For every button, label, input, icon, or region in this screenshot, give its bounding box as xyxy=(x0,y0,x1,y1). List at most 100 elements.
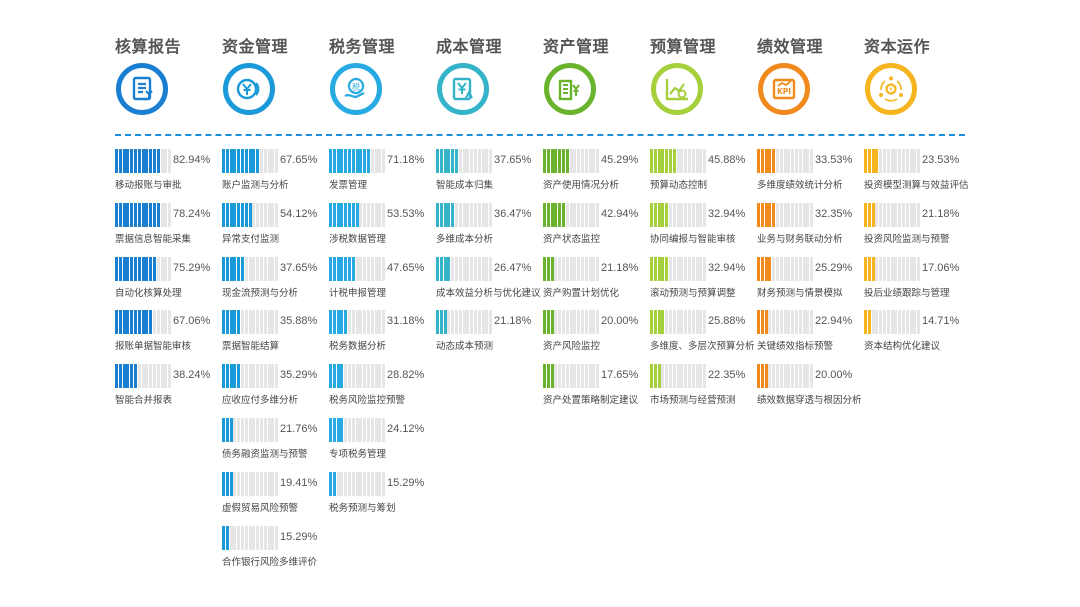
bar-segment-filled xyxy=(252,149,256,173)
bar-segment-filled xyxy=(875,149,879,173)
segmented-bar xyxy=(222,364,279,389)
bar-segment-empty xyxy=(344,418,348,442)
bar-segment-empty xyxy=(596,202,600,227)
bar-segment-empty xyxy=(370,364,374,389)
bar-segment-empty xyxy=(275,525,279,550)
bar-segment-filled xyxy=(225,471,229,496)
bar-item: 21.76% 债务融资监测与预警 xyxy=(222,418,352,462)
bar-segment-empty xyxy=(462,256,466,281)
bar-segment-empty xyxy=(271,310,275,335)
bar-segment-empty xyxy=(485,256,489,281)
bar-segment-empty xyxy=(569,202,573,227)
bar-item: 15.29% 税务预测与筹划 xyxy=(329,471,459,516)
bar-segment-filled xyxy=(669,149,672,173)
category-title: 成本管理 xyxy=(436,39,503,56)
bar-segment-empty xyxy=(672,310,676,335)
bar-segment-empty xyxy=(798,256,802,281)
bar-segment-filled xyxy=(760,364,764,389)
bar-segment-filled xyxy=(229,364,233,389)
bar-segment-empty xyxy=(787,310,791,335)
value-label: 17.65% xyxy=(601,369,639,382)
bar-segment-filled xyxy=(543,149,546,173)
value-label: 37.65% xyxy=(494,154,532,166)
value-label: 21.18% xyxy=(494,315,532,328)
bar-segment-empty xyxy=(263,471,267,496)
bar-segment-empty xyxy=(783,364,787,389)
bar-item: 82.94% 移动报账与审批 xyxy=(115,149,245,193)
bar-segment-filled xyxy=(661,310,665,335)
bar-segment-filled xyxy=(653,310,657,335)
bar-segment-empty xyxy=(588,202,592,227)
bar-segment-empty xyxy=(252,418,256,442)
bar-segment-empty xyxy=(802,256,806,281)
bar-segment-empty xyxy=(168,364,172,389)
bar-segment-empty xyxy=(665,310,669,335)
bar-segment-filled xyxy=(126,364,130,389)
bar-segment-empty xyxy=(871,310,875,335)
bar-segment-empty xyxy=(455,256,458,281)
bar-segment-filled xyxy=(329,471,332,496)
bar-segment-empty xyxy=(905,256,909,281)
category-title: 绩效管理 xyxy=(757,39,824,56)
segmented-bar xyxy=(543,310,600,335)
bar-segment-empty xyxy=(164,149,168,173)
bar-segment-filled xyxy=(565,149,569,173)
bar-segment-filled xyxy=(672,149,676,173)
bar-segment-filled xyxy=(764,202,768,227)
bar-segment-empty xyxy=(703,364,707,389)
value-label: 53.53% xyxy=(387,207,425,220)
bar-segment-filled xyxy=(229,202,233,227)
category-title: 资本运作 xyxy=(864,39,931,56)
category-icon-ring: 税 xyxy=(330,63,382,115)
bar-segment-filled xyxy=(864,310,867,335)
bar-segment-empty xyxy=(370,149,374,173)
segmented-bar xyxy=(543,202,600,227)
item-label: 账户监测与分析 xyxy=(222,180,289,191)
bar-segment-empty xyxy=(260,256,263,281)
bar-segment-filled xyxy=(130,310,134,335)
bar-segment-empty xyxy=(665,364,669,389)
item-label: 投后业绩跟踪与管理 xyxy=(864,287,950,299)
segmented-bar xyxy=(436,256,493,281)
bar-segment-empty xyxy=(772,256,776,281)
bar-segment-empty xyxy=(577,149,581,173)
item-label: 动态成本预测 xyxy=(436,341,494,353)
category-title: 资金管理 xyxy=(222,39,289,56)
bar-segment-empty xyxy=(879,149,883,173)
bar-segment-empty xyxy=(787,202,791,227)
bar-segment-empty xyxy=(241,364,244,389)
bar-segment-empty xyxy=(783,256,787,281)
bar-segment-empty xyxy=(447,310,451,335)
bar-segment-empty xyxy=(883,256,886,281)
bar-segment-empty xyxy=(558,256,562,281)
bar-segment-filled xyxy=(650,256,653,281)
bar-segment-empty xyxy=(374,418,378,442)
item-label: 专项税务管理 xyxy=(329,449,387,460)
bar-segment-empty xyxy=(153,364,156,389)
category-icon-ring xyxy=(651,63,703,115)
segmented-bar xyxy=(436,149,493,173)
value-label: 21.18% xyxy=(601,261,639,274)
item-label: 票据智能结算 xyxy=(222,341,280,353)
bar-segment-empty xyxy=(810,364,814,389)
bar-segment-empty xyxy=(802,364,806,389)
bar-segment-empty xyxy=(569,256,573,281)
bar-segment-empty xyxy=(462,310,466,335)
bar-segment-empty xyxy=(699,256,703,281)
bar-segment-filled xyxy=(229,310,233,335)
bar-segment-filled xyxy=(336,310,340,335)
bar-segment-empty xyxy=(370,418,374,442)
bar-segment-empty xyxy=(565,310,569,335)
bar-segment-filled xyxy=(757,256,760,281)
bar-segment-empty xyxy=(359,364,363,389)
bar-segment-empty xyxy=(581,364,584,389)
bar-segment-filled xyxy=(764,149,768,173)
bar-segment-filled xyxy=(329,149,332,173)
bar-segment-empty xyxy=(485,202,489,227)
value-label: 22.35% xyxy=(708,369,746,382)
value-label: 32.35% xyxy=(815,207,853,220)
bar-segment-empty xyxy=(894,149,898,173)
bar-segment-empty xyxy=(466,310,470,335)
bar-segment-empty xyxy=(363,471,367,496)
item-label: 资产状态监控 xyxy=(543,233,601,245)
